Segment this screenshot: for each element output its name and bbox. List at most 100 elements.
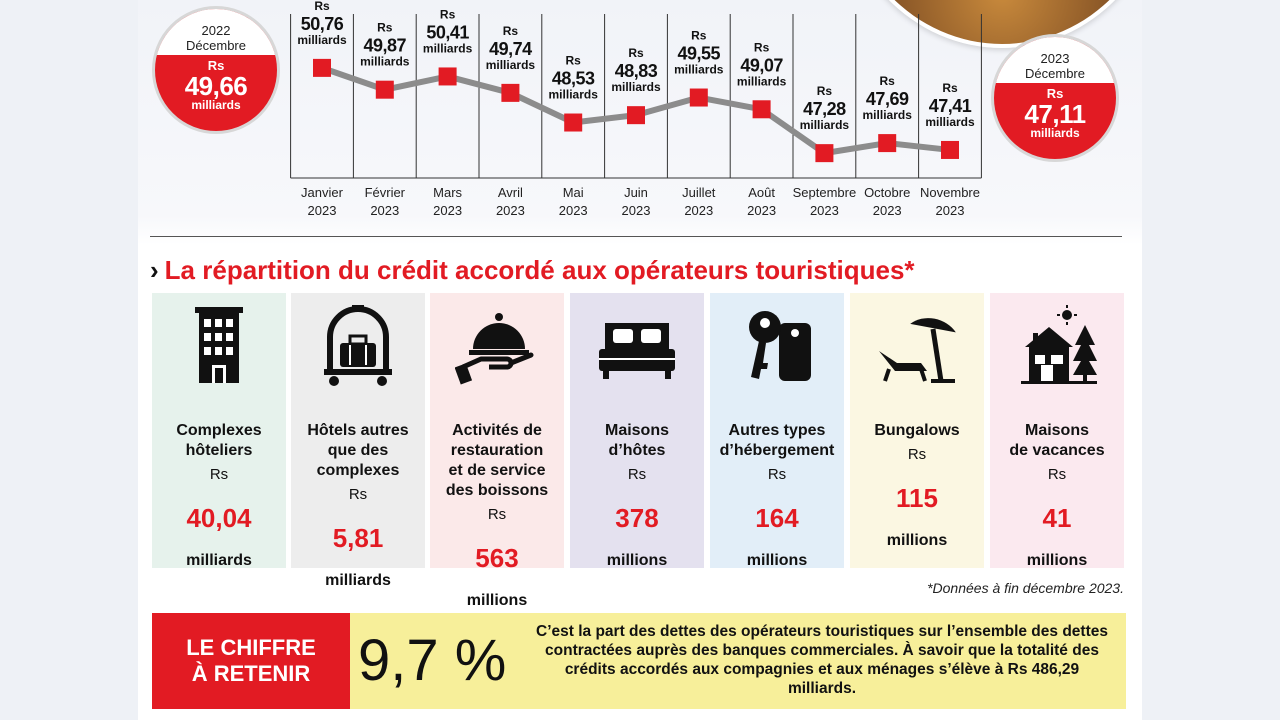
chart-x-tick-year: 2023 xyxy=(433,203,462,218)
card-currency: Rs xyxy=(487,506,507,523)
card-complexes-hoteliers: Complexes hôteliers Rs 40,04 milliards xyxy=(152,293,286,569)
card-currency: Rs xyxy=(1047,466,1067,483)
chart-value-prefix: Rs xyxy=(440,7,456,21)
card-restauration: Activités de restauration et de service … xyxy=(430,293,564,609)
card-label: Activités de restauration et de service … xyxy=(445,422,549,499)
chart-value-label: 50,41 xyxy=(426,22,469,42)
card-label: Maisons de vacances xyxy=(1009,422,1105,459)
chart-data-point xyxy=(627,106,645,125)
chart-value-label: 49,55 xyxy=(678,44,721,64)
card-bungalows: Bungalows Rs 115 millions xyxy=(850,293,984,568)
chart-x-tick-month: Avril xyxy=(498,185,523,200)
serving-cloche-icon xyxy=(430,303,564,387)
start-month: Décembre xyxy=(186,38,246,53)
key-figure-label: LE CHIFFRE À RETENIR xyxy=(152,613,350,709)
chart-value-prefix: Rs xyxy=(817,84,833,98)
card-maisons-hotes: Maisons d’hôtes Rs 378 millions xyxy=(570,293,704,569)
chart-value-label: 47,69 xyxy=(866,89,909,109)
chart-x-tick-month: Octobre xyxy=(864,185,910,200)
chart-data-point xyxy=(438,67,457,86)
beach-umbrella-lounger-icon xyxy=(850,303,984,387)
chart-x-tick-year: 2023 xyxy=(873,203,902,218)
chart-value-unit: milliards xyxy=(360,55,410,69)
end-month: Décembre xyxy=(1025,66,1085,81)
right-margin-background xyxy=(1142,0,1280,720)
start-year: 2022 xyxy=(201,23,231,38)
card-currency: Rs xyxy=(348,486,368,503)
chart-value-label: 50,76 xyxy=(301,14,344,34)
chart-value-label: 47,28 xyxy=(803,99,846,119)
chart-value-unit: milliards xyxy=(297,33,347,47)
section-title-text: La répartition du crédit accordé aux opé… xyxy=(164,255,915,285)
chart-value-unit: milliards xyxy=(925,115,975,129)
chart-data-point xyxy=(941,140,959,159)
chart-x-tick-month: Août xyxy=(748,185,775,200)
card-unit: millions xyxy=(886,532,948,549)
start-currency: Rs xyxy=(207,58,225,73)
chart-data-point xyxy=(313,58,331,77)
end-value-circle: 2023 Décembre Rs 47,11 milliards xyxy=(991,34,1119,162)
chart-value-prefix: Rs xyxy=(314,0,330,13)
monthly-credit-line-chart: Rs50,76milliardsJanvier2023Rs49,87millia… xyxy=(290,0,982,218)
house-tree-icon xyxy=(990,303,1124,387)
start-amount: 49,66 xyxy=(184,71,248,101)
card-unit: millions xyxy=(1026,552,1088,569)
section-divider xyxy=(150,236,1122,237)
chart-x-tick-month: Novembre xyxy=(920,185,980,200)
card-value: 164 xyxy=(755,503,799,533)
chart-value-unit: milliards xyxy=(674,63,724,77)
card-label: Autres types d’hébergement xyxy=(719,422,835,459)
chart-value-label: 49,87 xyxy=(364,36,407,56)
card-value: 378 xyxy=(615,503,659,533)
footnote: *Données à fin décembre 2023. xyxy=(927,580,1124,596)
chart-x-tick-year: 2023 xyxy=(622,203,651,218)
chart-x-tick-month: Juin xyxy=(624,185,648,200)
key-figure-box: 9,7 % C’est la part des dettes des opéra… xyxy=(350,613,1126,709)
chart-data-point xyxy=(752,100,771,119)
card-label: Maisons d’hôtes xyxy=(604,422,669,459)
chart-value-prefix: Rs xyxy=(377,21,393,35)
card-currency: Rs xyxy=(627,466,647,483)
chart-value-unit: milliards xyxy=(800,118,850,132)
section-title: › La répartition du crédit accordé aux op… xyxy=(150,254,915,286)
chart-value-unit: milliards xyxy=(549,88,599,102)
chart-x-tick-year: 2023 xyxy=(370,203,399,218)
chart-x-tick-month: Janvier xyxy=(301,185,344,200)
card-hotels-autres: Hôtels autres que des complexes Rs 5,81 … xyxy=(291,293,425,589)
chart-value-unit: milliards xyxy=(486,58,536,72)
chart-data-point xyxy=(815,144,834,163)
card-unit: millions xyxy=(746,552,808,569)
card-currency: Rs xyxy=(767,466,787,483)
chevron-right-icon: › xyxy=(150,255,159,285)
chart-x-tick-year: 2023 xyxy=(308,203,337,218)
chart-value-unit: milliards xyxy=(423,41,473,55)
card-unit: milliards xyxy=(186,552,252,569)
chart-x-tick-month: Mars xyxy=(433,185,462,200)
chart-value-label: 48,83 xyxy=(615,61,658,81)
card-value: 563 xyxy=(475,543,519,573)
hotel-building-icon xyxy=(152,303,286,387)
chart-value-prefix: Rs xyxy=(754,40,770,54)
chart-value-label: 49,74 xyxy=(489,39,532,59)
card-maisons-vacances: Maisons de vacances Rs 41 millions xyxy=(990,293,1124,569)
chart-data-point xyxy=(501,83,520,102)
chart-x-tick-year: 2023 xyxy=(684,203,713,218)
chart-value-unit: milliards xyxy=(611,80,661,94)
card-label: Complexes hôteliers xyxy=(176,422,262,459)
chart-x-tick-year: 2023 xyxy=(747,203,776,218)
key-figure-text: C’est la part des dettes des opérateurs … xyxy=(536,623,1108,697)
card-label: Bungalows xyxy=(874,422,960,439)
chart-x-tick-month: Septembre xyxy=(793,185,857,200)
chart-x-tick-year: 2023 xyxy=(810,203,839,218)
chart-value-unit: milliards xyxy=(737,74,787,88)
chart-value-prefix: Rs xyxy=(691,29,707,43)
luggage-cart-icon xyxy=(291,303,425,387)
chart-value-prefix: Rs xyxy=(503,24,519,38)
chart-data-point xyxy=(375,80,394,99)
chart-data-point xyxy=(689,88,708,107)
chart-value-prefix: Rs xyxy=(880,74,896,88)
chart-x-tick-year: 2023 xyxy=(496,203,525,218)
chart-value-prefix: Rs xyxy=(628,46,644,60)
chart-value-label: 49,07 xyxy=(740,55,783,75)
bed-icon xyxy=(570,303,704,387)
